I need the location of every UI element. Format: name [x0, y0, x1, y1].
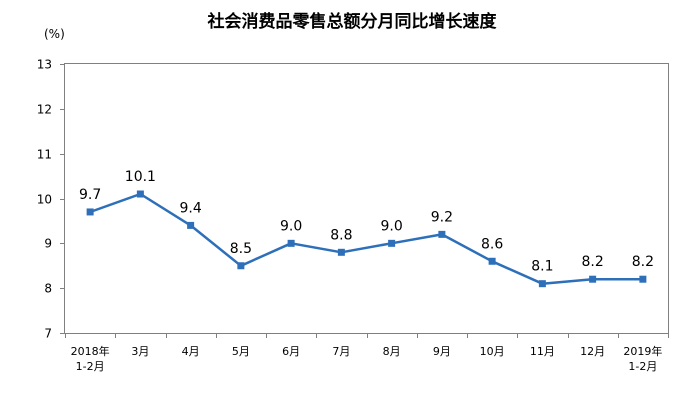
- data-label: 8.8: [330, 227, 352, 243]
- data-point: [136, 190, 144, 198]
- x-tick-label: 6月: [282, 345, 300, 358]
- data-point: [337, 248, 345, 256]
- y-unit-label: (%): [44, 27, 65, 41]
- data-point: [639, 275, 647, 283]
- series-line: [89, 192, 643, 285]
- x-tick-label-line: 1-2月: [76, 360, 105, 373]
- x-tick-label-line: 2018年: [71, 344, 110, 358]
- y-tick-label: 13: [37, 58, 52, 72]
- data-label: 8.5: [230, 241, 252, 257]
- series-retail-growth: [86, 190, 647, 288]
- data-point: [86, 208, 94, 216]
- x-tick-label-line: 12月: [580, 345, 605, 358]
- x-tick-label: 10月: [480, 345, 505, 358]
- x-tick-label-line: 2019年: [623, 344, 662, 358]
- data-label: 10.1: [125, 169, 156, 185]
- x-tick-label-line: 9月: [433, 345, 451, 358]
- x-tick-label-line: 8月: [383, 345, 401, 358]
- data-point: [388, 239, 396, 247]
- x-tick-label: 8月: [383, 345, 401, 358]
- x-tick-label: 3月: [131, 345, 149, 358]
- x-tick-label-line: 7月: [332, 345, 350, 358]
- x-tick-label-line: 6月: [282, 345, 300, 358]
- data-label: 8.6: [481, 236, 503, 252]
- x-tick-label: 12月: [580, 345, 605, 358]
- plot-frame: [64, 63, 669, 334]
- y-tick-label: 12: [37, 103, 52, 117]
- data-label: 9.2: [431, 209, 453, 225]
- data-point: [589, 275, 597, 283]
- data-point: [187, 221, 195, 229]
- data-label: 8.2: [632, 254, 654, 270]
- chart-title: 社会消费品零售总额分月同比增长速度: [207, 11, 498, 32]
- data-point: [488, 257, 496, 265]
- data-point: [438, 230, 446, 238]
- x-axis: 2018年 1-2月 3月 4月 5月 6月 7月 8月 9月 10月 11月 12月 2019年 1-2…: [65, 333, 669, 373]
- y-axis: 7 8 9 10 11 12 13: [37, 58, 65, 341]
- data-point: [237, 262, 245, 270]
- data-label: 8.2: [581, 254, 603, 270]
- y-tick-label: 8: [44, 282, 52, 296]
- y-tick-label: 7: [44, 327, 52, 341]
- data-label: 9.7: [79, 187, 101, 203]
- y-tick-label: 10: [37, 193, 52, 207]
- x-tick-label-line: 1-2月: [628, 360, 657, 373]
- plot-area-border: [64, 63, 669, 334]
- data-point: [538, 280, 546, 288]
- x-tick-label: 9月: [433, 345, 451, 358]
- x-tick-label: 2018年 1-2月: [71, 344, 110, 373]
- x-tick-label-line: 3月: [131, 345, 149, 358]
- x-tick-label: 4月: [182, 345, 200, 358]
- x-tick-label: 11月: [530, 345, 555, 358]
- x-tick-label: 5月: [232, 345, 250, 358]
- x-tick-label-line: 4月: [182, 345, 200, 358]
- data-labels: 9.7 10.1 9.4 8.5 9.0 8.8 9.0 9.2 8.6 8.1 8.2 8.2: [79, 169, 654, 275]
- x-tick-label-line: 11月: [530, 345, 555, 358]
- data-label: 9.0: [380, 218, 402, 234]
- x-tick-label-line: 5月: [232, 345, 250, 358]
- data-label: 9.0: [280, 218, 302, 234]
- y-tick-label: 11: [37, 148, 52, 162]
- data-point: [287, 239, 295, 247]
- data-label: 9.4: [179, 200, 201, 216]
- x-tick-label: 2019年 1-2月: [623, 344, 662, 373]
- x-tick-label-line: 10月: [480, 345, 505, 358]
- y-tick-label: 9: [44, 237, 52, 251]
- x-tick-label: 7月: [332, 345, 350, 358]
- data-label: 8.1: [531, 259, 553, 275]
